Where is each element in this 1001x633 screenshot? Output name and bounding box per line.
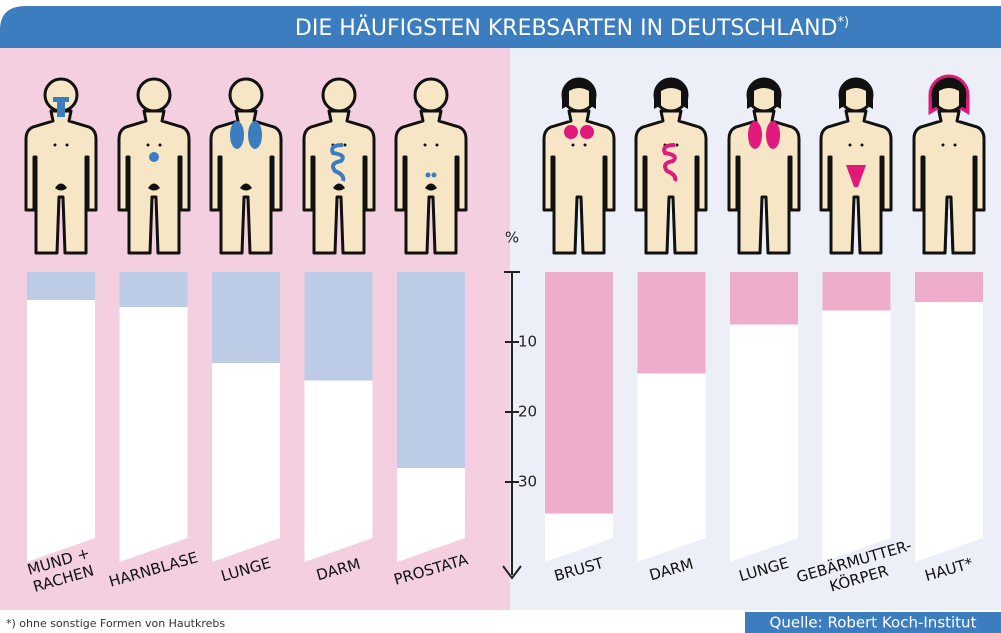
bar-background <box>915 272 983 562</box>
bar <box>730 272 798 325</box>
chart-title: DIE HÄUFIGSTEN KREBSARTEN IN DEUTSCHLAND… <box>295 15 849 42</box>
bar-background <box>823 272 891 562</box>
y-tick-label: 20 <box>518 403 537 421</box>
bar <box>638 272 706 374</box>
bar <box>212 272 280 363</box>
title-text: DIE HÄUFIGSTEN KREBSARTEN IN DEUTSCHLAND <box>295 15 838 41</box>
title-mark: *) <box>838 15 850 30</box>
bar-background <box>27 272 95 562</box>
chart: DIE HÄUFIGSTEN KREBSARTEN IN DEUTSCHLAND… <box>0 0 1001 633</box>
footnote: *) ohne sonstige Formen von Hautkrebs <box>6 617 225 630</box>
bar <box>27 272 95 300</box>
bar <box>120 272 188 307</box>
y-tick-label: 30 <box>518 473 537 491</box>
bar <box>397 272 465 468</box>
bar <box>305 272 373 381</box>
bar <box>915 272 983 302</box>
y-tick-label: 10 <box>518 333 537 351</box>
bar-background <box>120 272 188 562</box>
y-axis-label: % <box>505 229 519 247</box>
source: Quelle: Robert Koch-Institut <box>770 614 977 632</box>
bar <box>823 272 891 311</box>
bar <box>545 272 613 514</box>
